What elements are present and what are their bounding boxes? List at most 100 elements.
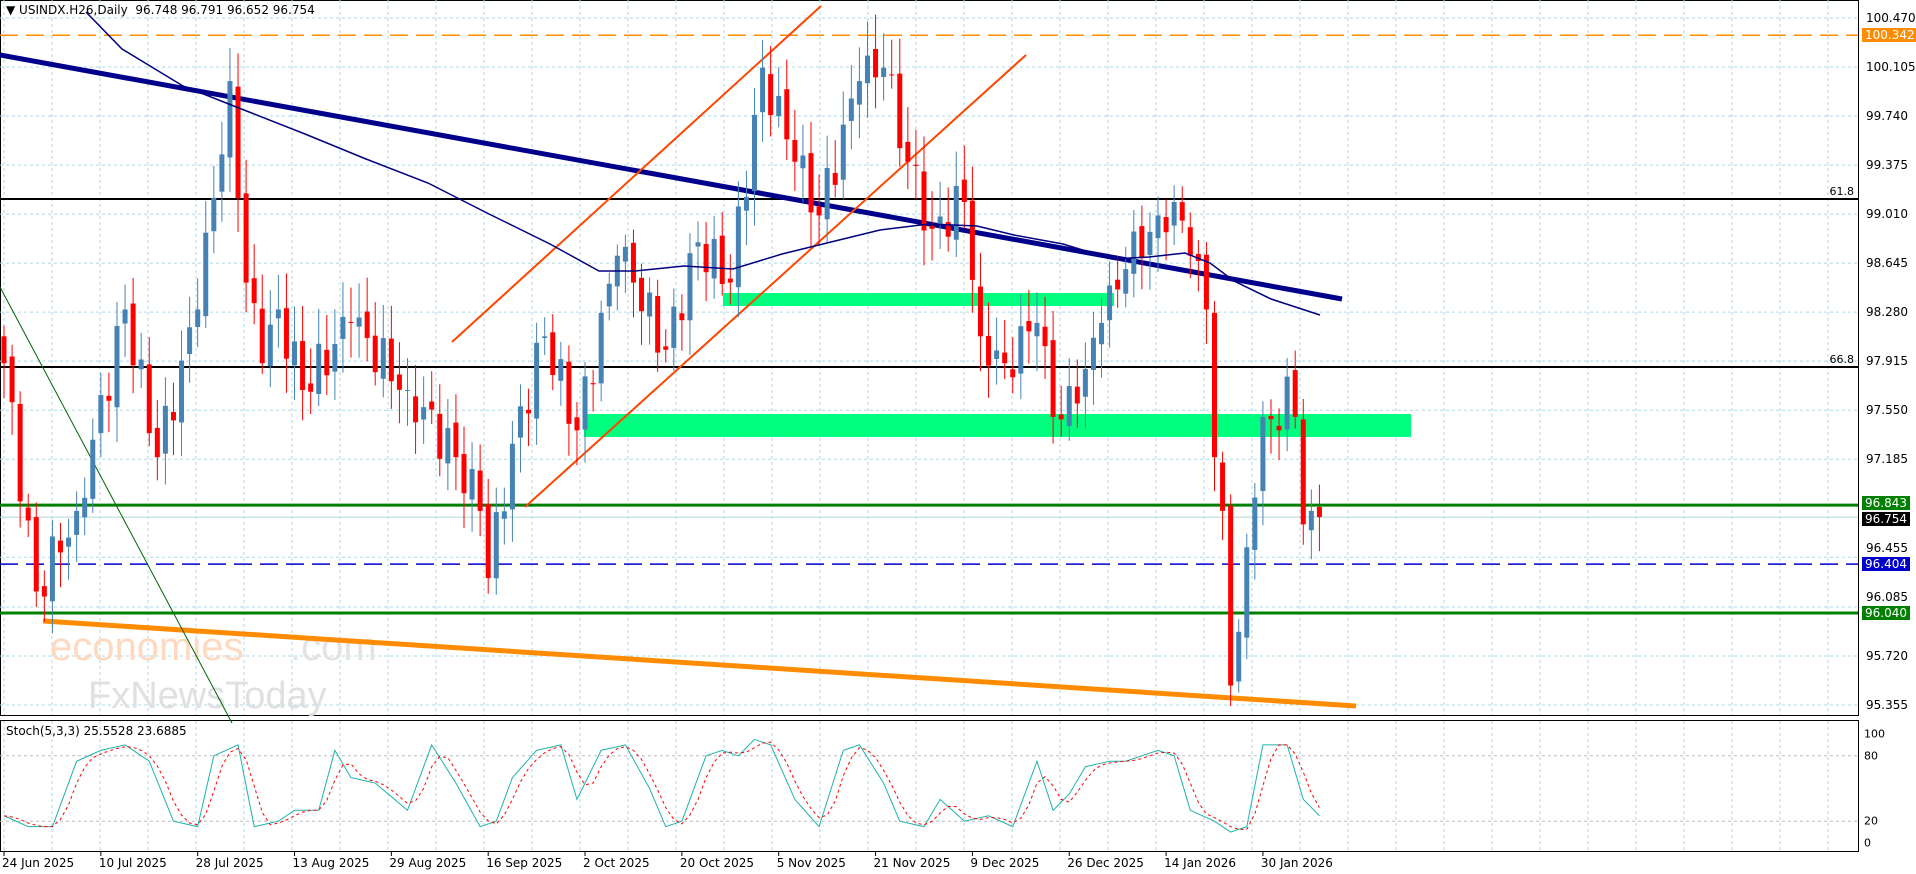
candle-body [57, 540, 63, 553]
candle-body [445, 428, 451, 464]
candle-body [727, 278, 733, 283]
candle-body [283, 308, 289, 359]
candle-body [316, 343, 322, 394]
candle [1292, 350, 1298, 429]
candle [1195, 240, 1201, 292]
price-level-tag: 96.754 [1862, 512, 1910, 527]
price-level-tag: 100.342 [1862, 28, 1916, 43]
candle [332, 309, 338, 401]
price-tick-label: 99.740 [1866, 109, 1908, 124]
candle-body [808, 153, 814, 213]
candle-body [493, 512, 499, 579]
candle [1082, 342, 1088, 429]
candle-body [429, 401, 435, 410]
candle-body [122, 309, 128, 324]
price-tick-label: 100.105 [1866, 60, 1916, 75]
candle [1308, 489, 1314, 560]
price-level-tag: 96.404 [1862, 557, 1910, 572]
candle-body [856, 81, 862, 105]
candle [566, 345, 572, 456]
candle-body [340, 316, 346, 339]
candle-body [534, 342, 540, 419]
candle [1018, 294, 1024, 400]
supply-zone-upper [723, 293, 1114, 306]
candle [897, 38, 903, 167]
candle-body [211, 197, 217, 232]
candle [219, 121, 225, 222]
candle [534, 322, 540, 445]
price-tick-label: 97.185 [1866, 452, 1908, 467]
candle-body [243, 193, 249, 283]
fib-level-label: 61.8 [1830, 185, 1855, 198]
candle-body [509, 443, 515, 510]
candle [445, 399, 451, 491]
candle-body [195, 309, 201, 327]
stoch-tick-label: 20 [1864, 814, 1878, 828]
chart-header: ▼ USINDX.H26,Daily 96.748 96.791 96.652 … [6, 3, 315, 17]
candle [396, 342, 402, 424]
candle [937, 181, 943, 250]
candle [1107, 261, 1113, 348]
candle [1034, 292, 1040, 372]
candle-body [421, 407, 427, 420]
candle [243, 159, 249, 313]
ohlc-values: 96.748 96.791 96.652 96.754 [135, 3, 315, 17]
candle-body [324, 349, 330, 376]
candle-body [1066, 386, 1072, 426]
candle-body [897, 73, 903, 149]
candle [1228, 494, 1234, 707]
candle-body [1260, 416, 1266, 492]
candle-body [816, 206, 822, 216]
candle [25, 493, 31, 538]
candle-body [251, 278, 257, 304]
candle-body [994, 350, 1000, 359]
candle-body [235, 86, 241, 198]
candle [816, 174, 822, 246]
candle [1, 325, 7, 399]
candle [259, 274, 265, 375]
candle [187, 296, 193, 383]
candle [1026, 289, 1032, 364]
candle-body [308, 383, 314, 392]
candle-body [162, 405, 168, 454]
candle [1252, 482, 1258, 580]
candle-body [1236, 631, 1242, 682]
candle-body [388, 338, 394, 382]
candle-body [461, 454, 467, 494]
moving-average-line [85, 11, 1321, 316]
candle-body [1292, 370, 1298, 417]
candle [517, 384, 523, 473]
candle [1316, 484, 1322, 552]
candle-body [945, 222, 951, 237]
candle-body [1082, 368, 1088, 397]
fib-level-label: 66.8 [1830, 353, 1855, 366]
candle [292, 306, 298, 400]
price-tick-label: 95.355 [1866, 698, 1908, 712]
candle [509, 420, 515, 542]
price-tick-label: 96.085 [1866, 589, 1908, 604]
candle [267, 290, 273, 388]
stoch-tick-label: 0 [1864, 836, 1871, 850]
candle [703, 222, 709, 302]
candle [413, 365, 419, 454]
candle-body [840, 124, 846, 180]
candle [743, 170, 749, 246]
candle-body [655, 295, 661, 353]
candle [66, 518, 72, 580]
candle [768, 45, 774, 137]
candle-body [1010, 369, 1016, 378]
candle [429, 371, 435, 425]
candle [41, 570, 47, 622]
date-tick-label: 16 Sep 2025 [486, 856, 563, 870]
candle-body [913, 164, 919, 166]
candle-body [203, 232, 209, 317]
candle-body [881, 67, 887, 77]
candle [364, 277, 370, 362]
candle [590, 369, 596, 412]
candle [961, 145, 967, 229]
support-trendline [42, 618, 1357, 709]
date-tick-label: 5 Nov 2025 [776, 856, 846, 870]
date-tick-label: 14 Jan 2026 [1164, 856, 1237, 870]
candle-body [1155, 215, 1161, 239]
